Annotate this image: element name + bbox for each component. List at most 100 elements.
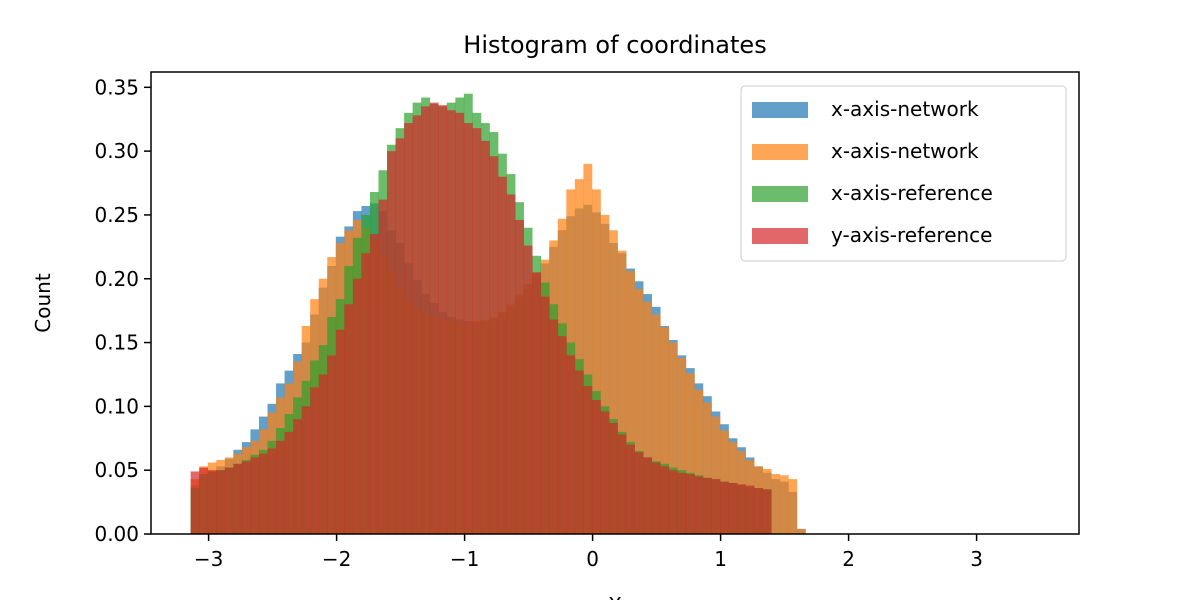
bar-series-3-bin-31 [455, 112, 465, 534]
bar-series-3-bin-26 [412, 115, 422, 534]
bar-series-3-bin-47 [591, 399, 601, 534]
bar-series-3-bin-12 [293, 419, 302, 534]
y-tick-label: 0.35 [94, 75, 139, 99]
bar-series-1-bin-49 [609, 230, 618, 534]
bar-series-3-bin-30 [446, 110, 456, 534]
x-tick-label: 1 [714, 547, 727, 571]
bar-series-1-bin-71 [796, 528, 806, 534]
bar-series-3-bin-62 [720, 481, 729, 534]
bars-layer [190, 93, 806, 535]
bar-series-3-bin-52 [634, 452, 644, 534]
legend-label: y-axis-reference [831, 223, 992, 247]
bar-series-1-bin-55 [660, 327, 670, 534]
y-tick-label: 0.00 [94, 522, 139, 546]
bar-series-3-bin-1 [199, 467, 209, 534]
bar-series-3-bin-20 [361, 253, 371, 535]
bar-series-3-bin-55 [660, 466, 670, 534]
bar-series-3-bin-7 [250, 457, 260, 534]
x-axis-title: Х [608, 593, 622, 600]
bar-series-3-bin-54 [651, 462, 661, 534]
bar-series-3-bin-65 [745, 485, 755, 534]
bar-series-1-bin-45 [574, 179, 584, 534]
bar-series-1-bin-60 [702, 402, 712, 534]
bar-series-1-bin-58 [685, 373, 695, 534]
x-axis: −3 −2 −1 0 1 2 3 [194, 534, 983, 571]
legend-swatch [752, 144, 808, 160]
bar-series-3-bin-2 [207, 470, 217, 534]
bar-series-3-bin-0 [190, 471, 200, 534]
bar-series-3-bin-24 [395, 138, 405, 535]
bar-series-3-bin-3 [216, 470, 226, 534]
bar-series-3-bin-35 [489, 156, 499, 535]
bar-series-1-bin-48 [600, 214, 610, 534]
y-axis: 0.00 0.05 0.10 0.15 0.20 0.25 0.30 0.35 [94, 75, 151, 546]
y-tick-label: 0.25 [94, 203, 139, 227]
bar-series-3-bin-13 [301, 406, 311, 534]
bar-series-3-bin-59 [694, 476, 704, 534]
bar-series-3-bin-50 [617, 434, 627, 534]
bar-series-3-bin-51 [626, 444, 635, 534]
bar-series-1-bin-50 [617, 250, 627, 535]
bar-series-3-bin-28 [429, 102, 439, 534]
legend-swatch [752, 186, 808, 202]
bar-series-3-bin-33 [472, 128, 482, 534]
bar-series-3-bin-17 [335, 329, 345, 534]
bar-series-3-bin-9 [267, 448, 277, 534]
bar-series-3-bin-15 [318, 374, 328, 534]
bar-series-1-bin-51 [626, 271, 635, 534]
bar-series-3-bin-53 [643, 457, 653, 534]
bar-series-1-bin-53 [643, 301, 653, 534]
y-tick-label: 0.30 [94, 139, 139, 163]
bar-series-1-bin-56 [668, 342, 678, 534]
bar-series-3-bin-67 [762, 489, 772, 534]
y-tick-label: 0.20 [94, 267, 139, 291]
chart-title: Histogram of coordinates [463, 31, 766, 59]
bar-series-3-bin-27 [421, 106, 431, 535]
bar-series-3-bin-43 [557, 336, 567, 534]
legend-box [740, 85, 1067, 262]
x-tick-label: −2 [322, 547, 351, 571]
bar-series-3-bin-42 [549, 319, 559, 534]
bar-series-1-bin-59 [694, 389, 704, 534]
bar-series-3-bin-25 [404, 123, 413, 535]
bar-series-1-bin-61 [711, 416, 721, 534]
bar-series-3-bin-6 [241, 461, 251, 534]
x-tick-label: −3 [194, 547, 223, 571]
plot-frame [150, 71, 1080, 535]
bar-series-3-bin-23 [387, 151, 396, 534]
bar-series-1-bin-47 [591, 189, 601, 534]
bar-series-3-bin-16 [327, 355, 337, 534]
bar-series-3-bin-18 [344, 304, 354, 534]
bar-series-3-bin-61 [711, 479, 721, 534]
bar-series-3-bin-38 [515, 220, 524, 535]
bar-series-3-bin-21 [369, 234, 379, 534]
bar-series-3-bin-58 [685, 474, 695, 534]
series-3 [190, 102, 772, 535]
x-tick-label: 3 [970, 547, 983, 571]
bar-series-3-bin-46 [583, 385, 593, 534]
x-tick-label: 2 [842, 547, 855, 571]
bar-series-3-bin-32 [463, 123, 473, 535]
bar-series-3-bin-10 [276, 440, 285, 534]
bar-series-3-bin-37 [506, 194, 516, 534]
legend-swatch [752, 228, 808, 244]
bar-series-3-bin-64 [737, 484, 746, 534]
bar-series-3-bin-5 [233, 463, 243, 534]
bar-series-3-bin-8 [258, 453, 268, 534]
y-tick-label: 0.10 [94, 394, 139, 418]
bar-series-3-bin-14 [310, 387, 320, 534]
bar-series-1-bin-46 [583, 163, 593, 534]
bar-series-1-bin-69 [779, 475, 789, 534]
x-tick-label: 0 [586, 547, 599, 571]
bar-series-1-bin-52 [634, 288, 644, 534]
bar-series-3-bin-56 [668, 470, 678, 534]
bar-series-3-bin-66 [754, 488, 763, 534]
bar-series-3-bin-29 [438, 105, 448, 535]
bar-series-1-bin-68 [771, 474, 781, 534]
bar-series-1-bin-57 [677, 357, 687, 534]
bar-series-3-bin-19 [352, 278, 362, 534]
bar-series-3-bin-11 [284, 431, 294, 534]
y-axis-title: Count [31, 273, 55, 333]
legend-swatch [752, 102, 808, 118]
